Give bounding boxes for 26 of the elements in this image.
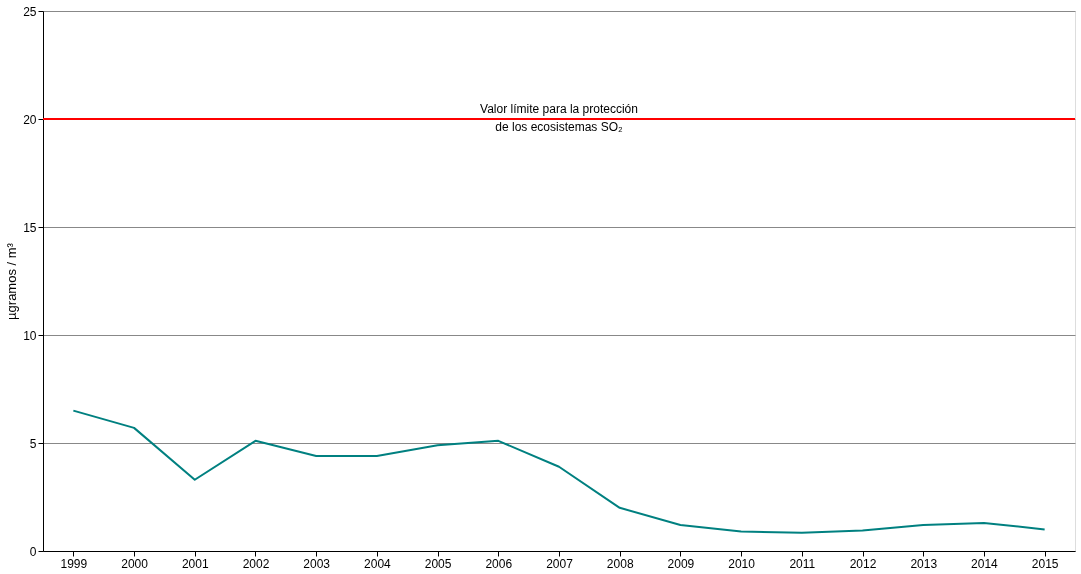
y-tick-label: 0 bbox=[29, 544, 37, 559]
x-tick-label: 2005 bbox=[424, 556, 452, 571]
y-axis-title: µgramos / m³ bbox=[4, 242, 20, 320]
x-tick-label: 2002 bbox=[242, 556, 270, 571]
x-tick-label: 2010 bbox=[728, 556, 756, 571]
x-tick-label: 2013 bbox=[910, 556, 938, 571]
x-tick-label: 2009 bbox=[667, 556, 695, 571]
x-tick-label: 1999 bbox=[60, 556, 88, 571]
line-series bbox=[72, 409, 1046, 534]
x-tick-label: 2006 bbox=[485, 556, 513, 571]
y-tick-label: 25 bbox=[23, 4, 37, 19]
x-tick-label: 2008 bbox=[606, 556, 634, 571]
x-tick-label: 2012 bbox=[849, 556, 877, 571]
ref-line-label: Valor límite para la protección de los ecosistemas SO₂ bbox=[480, 102, 638, 134]
x-tick-label: 2014 bbox=[971, 556, 999, 571]
x-tick-label: 2015 bbox=[1031, 556, 1059, 571]
y-tick-label: 20 bbox=[23, 112, 37, 127]
x-tick-label: 2001 bbox=[181, 556, 209, 571]
x-tick-label: 2007 bbox=[546, 556, 574, 571]
y-tick-label: 5 bbox=[29, 436, 37, 451]
y-tick-label: 10 bbox=[23, 328, 37, 343]
x-tick-label: 2004 bbox=[364, 556, 392, 571]
y-tick-label: 15 bbox=[23, 220, 37, 235]
x-tick-label: 2011 bbox=[789, 556, 816, 571]
x-tick-label: 2003 bbox=[303, 556, 331, 571]
x-tick-label: 2000 bbox=[121, 556, 149, 571]
